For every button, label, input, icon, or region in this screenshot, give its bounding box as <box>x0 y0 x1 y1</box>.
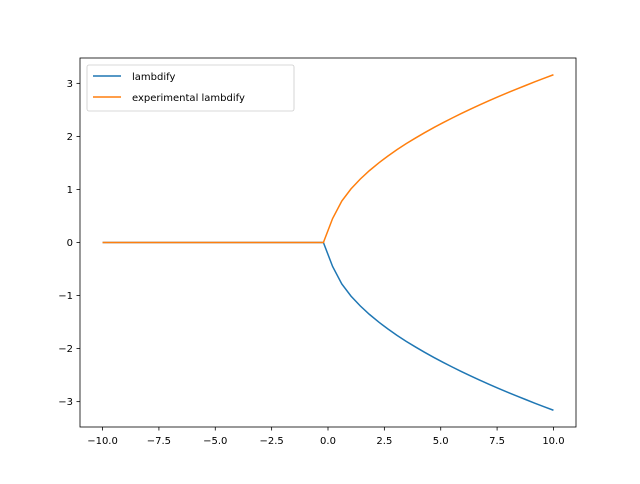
x-tick-label: −10.0 <box>87 436 118 447</box>
y-tick-label: −3 <box>58 397 73 408</box>
y-tick-label: −1 <box>58 291 73 302</box>
x-tick-label: 5.0 <box>433 436 449 447</box>
y-tick-label: 2 <box>67 132 73 143</box>
legend-label-experimental-lambdify: experimental lambdify <box>132 93 245 104</box>
x-axis: −10.0 −7.5 −5.0 −2.5 0.0 2.5 5.0 7.5 10.0 <box>87 427 565 447</box>
y-tick-label: 1 <box>67 185 73 196</box>
x-tick-label: 0.0 <box>320 436 336 447</box>
series-layer <box>102 74 554 411</box>
legend-label-lambdify: lambdify <box>132 72 175 83</box>
x-tick-label: −5.0 <box>203 436 227 447</box>
x-tick-label: −7.5 <box>147 436 171 447</box>
x-tick-label: 2.5 <box>376 436 392 447</box>
series-line-experimental-lambdify <box>102 74 554 244</box>
legend: lambdify experimental lambdify <box>86 64 295 112</box>
series-line-lambdify <box>102 241 554 411</box>
legend-box <box>86 64 295 112</box>
y-axis: −3 −2 −1 0 1 2 3 <box>58 79 80 408</box>
x-tick-label: −2.5 <box>259 436 283 447</box>
x-tick-label: 10.0 <box>542 436 564 447</box>
x-tick-label: 7.5 <box>489 436 505 447</box>
y-tick-label: −2 <box>58 344 73 355</box>
y-tick-label: 0 <box>67 238 73 249</box>
y-tick-label: 3 <box>67 79 73 90</box>
